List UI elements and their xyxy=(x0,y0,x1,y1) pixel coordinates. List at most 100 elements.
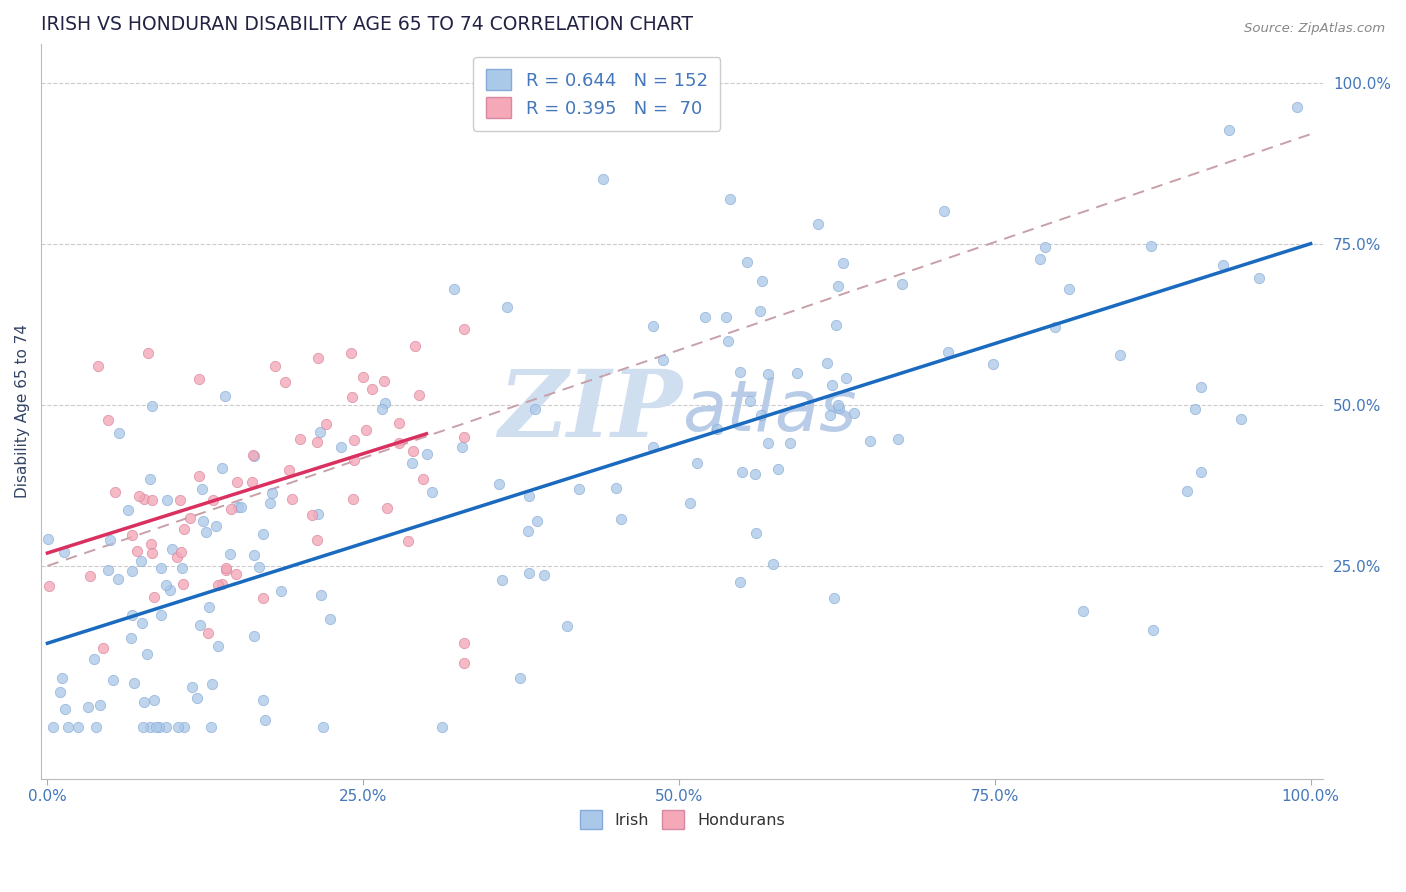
Point xyxy=(453,322,475,336)
Point xyxy=(641,441,664,455)
Point xyxy=(330,441,353,455)
Point xyxy=(173,720,195,734)
Point xyxy=(401,456,423,470)
Point xyxy=(278,463,301,477)
Point xyxy=(253,713,276,727)
Point xyxy=(84,720,107,734)
Point xyxy=(270,583,292,598)
Point xyxy=(38,579,60,593)
Point xyxy=(1043,319,1066,334)
Point xyxy=(686,456,709,470)
Point xyxy=(779,436,801,450)
Point xyxy=(150,560,173,574)
Point xyxy=(117,503,139,517)
Point xyxy=(533,567,555,582)
Point xyxy=(371,401,394,416)
Point xyxy=(744,526,766,541)
Point xyxy=(207,639,229,653)
Point xyxy=(215,561,238,575)
Point xyxy=(156,493,179,508)
Point xyxy=(166,550,188,565)
Point xyxy=(342,433,364,447)
Point xyxy=(307,351,329,365)
Point xyxy=(491,574,513,588)
Point xyxy=(827,279,849,293)
Point xyxy=(844,406,866,420)
Point xyxy=(821,377,844,392)
Point xyxy=(307,435,329,450)
Point xyxy=(342,453,364,467)
Point xyxy=(786,366,808,380)
Point xyxy=(48,685,70,699)
Point xyxy=(166,720,188,734)
Point xyxy=(340,390,363,404)
Point xyxy=(524,401,547,416)
Point xyxy=(77,699,100,714)
Point xyxy=(215,563,238,577)
Point xyxy=(202,493,225,508)
Point xyxy=(247,559,270,574)
Point xyxy=(768,461,790,475)
Point xyxy=(496,300,519,314)
Point xyxy=(1071,604,1094,618)
Point xyxy=(273,375,295,389)
Point xyxy=(375,501,398,516)
Point xyxy=(42,720,65,734)
Point xyxy=(652,352,675,367)
Point xyxy=(242,449,264,463)
Point xyxy=(89,698,111,712)
Point xyxy=(219,502,242,516)
Point xyxy=(388,436,411,450)
Point xyxy=(610,512,633,526)
Text: Source: ZipAtlas.com: Source: ZipAtlas.com xyxy=(1244,22,1385,36)
Point xyxy=(260,486,283,500)
Point xyxy=(179,511,201,525)
Point xyxy=(408,388,430,402)
Point xyxy=(131,554,153,568)
Point xyxy=(211,461,233,475)
Point xyxy=(128,489,150,503)
Point xyxy=(155,577,177,591)
Point xyxy=(172,577,194,591)
Point xyxy=(97,413,120,427)
Point xyxy=(231,500,253,514)
Point xyxy=(307,533,329,547)
Point xyxy=(308,425,330,440)
Point xyxy=(718,192,741,206)
Point xyxy=(145,720,167,734)
Point xyxy=(66,720,89,734)
Point xyxy=(141,493,163,508)
Point xyxy=(138,346,160,360)
Point xyxy=(125,544,148,558)
Point xyxy=(150,608,173,623)
Point xyxy=(309,588,332,602)
Point xyxy=(219,547,242,561)
Point xyxy=(200,720,222,734)
Point xyxy=(188,372,211,386)
Point xyxy=(453,430,475,444)
Point xyxy=(1029,252,1052,266)
Point xyxy=(52,545,75,559)
Point xyxy=(121,607,143,622)
Point xyxy=(361,382,384,396)
Point xyxy=(592,172,614,186)
Point xyxy=(352,369,374,384)
Point xyxy=(136,648,159,662)
Point xyxy=(139,471,162,485)
Point xyxy=(1218,122,1240,136)
Point xyxy=(172,560,194,574)
Point xyxy=(132,720,155,734)
Point xyxy=(488,477,510,491)
Point xyxy=(83,652,105,666)
Point xyxy=(79,569,101,583)
Point xyxy=(252,591,274,605)
Point xyxy=(188,618,211,632)
Point xyxy=(197,625,219,640)
Point xyxy=(121,528,143,542)
Point xyxy=(717,334,740,349)
Point xyxy=(122,676,145,690)
Point xyxy=(858,434,880,448)
Point xyxy=(568,482,591,496)
Legend: Irish, Hondurans: Irish, Hondurans xyxy=(572,802,793,837)
Point xyxy=(605,481,627,495)
